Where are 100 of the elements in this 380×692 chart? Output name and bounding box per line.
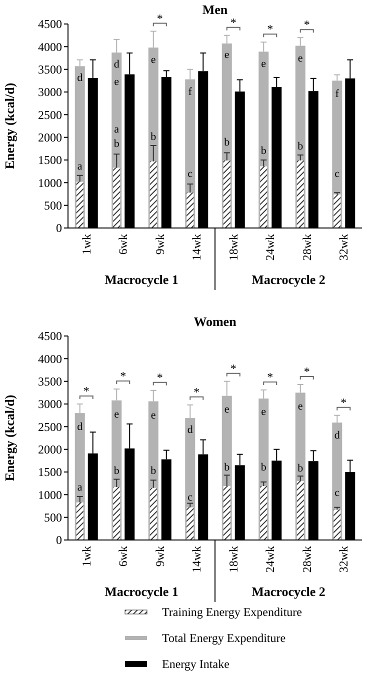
annotation: * — [267, 370, 274, 384]
bar — [186, 507, 194, 540]
bar — [223, 486, 230, 540]
annotation: b — [260, 144, 267, 157]
x-tick-label: 18wk — [226, 234, 240, 261]
bar — [334, 194, 341, 228]
annotation: e — [261, 58, 266, 70]
text: Macrocycle 2 — [252, 584, 326, 599]
annotation: b — [260, 461, 267, 474]
bar — [260, 486, 268, 540]
annotation: a — [77, 481, 82, 494]
bar — [150, 161, 157, 228]
annotation: * — [156, 11, 163, 26]
bar — [76, 182, 84, 228]
bar — [260, 166, 268, 228]
x-tick-label: 9wk — [152, 546, 167, 567]
y-tick-label: 1000 — [38, 176, 62, 190]
legend-label: Training Energy Expenditure — [162, 605, 302, 620]
y-axis-title: Energy (kcal/d) — [2, 394, 17, 482]
y-tick-label: 4000 — [38, 352, 62, 366]
chart-title: Men — [202, 2, 228, 17]
annotation: d — [114, 58, 120, 71]
y-tick-label: 3000 — [38, 85, 62, 100]
y-axis-title: Energy (kcal/d) — [2, 82, 17, 170]
y-tick-label: 4000 — [38, 40, 62, 54]
annotation: a — [77, 160, 82, 172]
y-tick-label: 3500 — [38, 374, 62, 389]
x-tick-label: 1wk — [79, 546, 94, 567]
annotation: d — [77, 72, 84, 84]
bar — [113, 486, 120, 540]
bar — [223, 160, 230, 228]
bar — [113, 168, 120, 228]
x-tick-label: 24wk — [263, 234, 278, 261]
annotation: d — [334, 430, 340, 442]
y-tick-label: 3000 — [38, 397, 62, 412]
annotation: e — [114, 408, 120, 420]
y-tick-label: 4500 — [38, 329, 62, 344]
x-tick-label: 6wk — [116, 234, 130, 255]
x-tick-label: 28wk — [300, 546, 314, 573]
y-tick-label: 4500 — [38, 17, 62, 32]
x-tick-label: 28wk — [300, 234, 314, 261]
annotation: * — [156, 370, 163, 384]
x-tick-label: 14wk — [190, 234, 204, 261]
y-tick-label: 1500 — [38, 153, 62, 168]
legend-label: Energy Intake — [162, 657, 230, 672]
x-tick-label: 32wk — [336, 234, 351, 261]
annotation: b — [114, 465, 120, 478]
y-tick-label: 500 — [44, 510, 62, 525]
bar — [186, 192, 194, 228]
annotation: b — [224, 461, 230, 474]
y-tick-label: 2500 — [38, 420, 62, 434]
annotation: * — [194, 384, 200, 399]
annotation: * — [304, 18, 310, 32]
bar — [296, 481, 304, 540]
x-tick-label: 14wk — [190, 546, 204, 573]
annotation: * — [230, 361, 236, 376]
annotation: e — [261, 406, 266, 418]
annotation: e — [150, 54, 156, 66]
annotation: b — [150, 130, 157, 143]
x-tick-label: 9wk — [152, 234, 167, 255]
annotation: b — [150, 465, 157, 478]
annotation: e — [150, 409, 156, 422]
annotation: * — [83, 384, 90, 398]
y-tick-label: 1500 — [38, 465, 62, 480]
legend-label: Total Energy Expenditure — [162, 631, 286, 646]
text: Macrocycle 1 — [104, 272, 178, 287]
annotation: b — [298, 462, 304, 474]
annotation: c — [334, 486, 340, 499]
y-tick-label: 0 — [56, 221, 62, 236]
y-tick-label: 2000 — [38, 130, 62, 145]
annotation: * — [267, 22, 274, 36]
y-tick-label: 0 — [56, 533, 62, 548]
annotation: * — [340, 395, 347, 410]
text: Macrocycle 1 — [104, 584, 178, 599]
annotation: * — [304, 364, 310, 379]
annotation: b — [224, 136, 230, 149]
y-tick-label: 2500 — [38, 108, 62, 122]
annotation: e — [224, 49, 230, 62]
annotation: e — [224, 403, 230, 416]
annotation: e — [298, 400, 303, 413]
y-tick-label: 500 — [44, 198, 62, 213]
annotation: c — [188, 168, 193, 180]
annotation: c — [334, 168, 340, 180]
y-tick-label: 2000 — [38, 442, 62, 457]
annotation: * — [230, 15, 236, 30]
annotation: d — [187, 424, 194, 436]
x-tick-label: 18wk — [226, 546, 240, 573]
annotation: e — [114, 76, 120, 88]
bar — [150, 488, 157, 540]
annotation: f — [188, 86, 192, 98]
annotation: d — [77, 421, 84, 434]
annotation: e — [298, 52, 303, 64]
annotation: * — [120, 369, 126, 384]
annotation: b — [114, 138, 120, 150]
text: Macrocycle 2 — [252, 272, 326, 287]
bar — [76, 502, 84, 540]
annotation: b — [298, 140, 304, 152]
y-tick-label: 1000 — [38, 488, 62, 502]
annotation: a — [114, 124, 120, 136]
chart-title: Women — [194, 314, 238, 329]
